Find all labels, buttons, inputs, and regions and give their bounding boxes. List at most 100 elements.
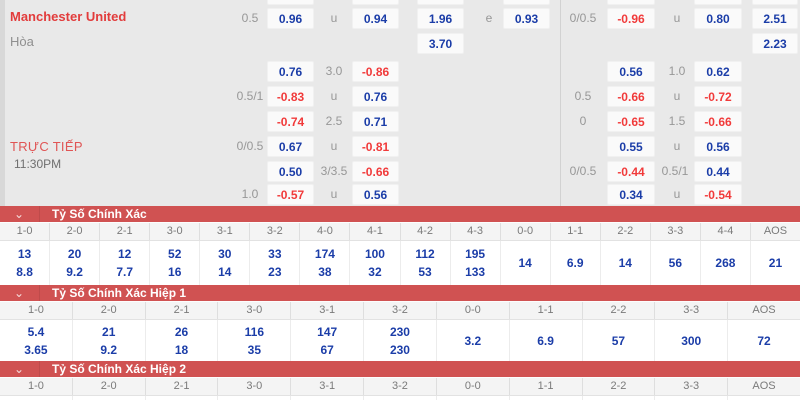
odds-price-button[interactable]: -0.66 [607,86,655,107]
score-odds-cell[interactable]: 57 [583,320,656,361]
score-odds-cell[interactable]: 30 14 [200,241,251,285]
odds-price-button[interactable]: 0.93 [503,8,550,29]
score-odds-cell[interactable]: 14 [501,241,551,285]
section-header-bar[interactable]: ⌄ Tỷ Số Chính Xác [0,206,800,223]
score-odds-cell[interactable]: 52 16 [150,241,201,285]
odds-line-label: 0.5/1 [661,164,689,178]
score-column-header: 0-0 [501,223,551,240]
odds-price-button[interactable] [417,0,464,5]
odds-price-button[interactable]: -0.83 [267,86,314,107]
score-odds-cell[interactable]: 6.9 [510,320,583,361]
odds-line-label: u [330,89,338,103]
chevron-down-icon[interactable]: ⌄ [14,362,25,376]
odds-price-button[interactable]: -0.54 [694,184,742,205]
odds-price-button[interactable]: 0.80 [694,8,742,29]
odds-price-button[interactable]: 2.23 [752,33,798,54]
score-values-row: 13 8.8 20 9.2 12 7.7 52 16 30 14 33 23 174 38 100 32 112… [0,241,800,285]
odds-line-label: 0/0.5 [569,164,597,178]
score-odds-cell[interactable]: 5.4 3.65 [0,320,73,361]
score-odds-cell[interactable]: 195 133 [451,241,501,285]
score-odds-cell[interactable]: 174 38 [300,241,351,285]
score-odds-cell [510,396,583,400]
score-column-header: 2-0 [73,302,146,319]
odds-price-button[interactable]: 0.56 [694,136,742,157]
score-odds-cell[interactable]: 21 [768,256,783,270]
section-header-bar[interactable]: ⌄ Tỷ Số Chính Xác Hiệp 2 [0,361,800,378]
score-odds-cell[interactable]: 147 67 [291,320,365,361]
score-odds-cell[interactable]: 72 [757,333,771,348]
score-column-header: 1-0 [0,378,73,395]
odds-price-button[interactable]: 0.34 [607,184,655,205]
score-column-header: AOS [752,304,776,316]
odds-line-label: 0/0.5 [569,11,597,25]
odds-line-label: u [673,139,681,153]
odds-line-label: u [673,11,681,25]
odds-price-button[interactable]: -0.66 [352,161,399,182]
score-odds-cell[interactable]: 116 35 [218,320,292,361]
odds-price-button[interactable]: 3.70 [417,33,464,54]
scrollbar[interactable] [0,0,5,206]
score-odds-cell[interactable]: 6.9 [551,241,601,285]
odds-price-button[interactable]: 0.56 [607,61,655,82]
odds-price-button[interactable]: 0.71 [352,111,399,132]
score-odds-cell[interactable]: 230 230 [364,320,437,361]
score-odds-cell[interactable]: 13 8.8 [0,241,51,285]
draw-label: Hòa [10,34,34,49]
score-odds-cell[interactable]: 100 32 [350,241,401,285]
score-column-header: 3-3 [651,223,701,240]
odds-price-button[interactable]: 0.96 [267,8,314,29]
odds-price-button[interactable]: 0.67 [267,136,314,157]
odds-price-button[interactable]: -0.44 [607,161,655,182]
odds-price-button[interactable] [267,0,314,5]
score-column-header: 3-0 [218,302,292,319]
odds-price-button[interactable]: 0.76 [267,61,314,82]
score-columns-row: 1-0 2-0 2-1 3-0 3-1 3-2 0-0 1-1 2-2 3-3 AOS [0,302,800,320]
odds-price-button[interactable] [352,0,399,5]
odds-price-button[interactable]: 0.50 [267,161,314,182]
odds-price-button[interactable]: 0.76 [352,86,399,107]
odds-price-button[interactable] [694,0,742,5]
score-odds-cell [0,396,73,400]
score-odds-cell[interactable]: 112 53 [401,241,451,285]
score-odds-cell[interactable]: 26 18 [146,320,219,361]
score-odds-cell[interactable]: 21 9.2 [73,320,146,361]
section-header-bar[interactable]: ⌄ Tỷ Số Chính Xác Hiệp 1 [0,285,800,302]
odds-line-label: u [673,187,681,201]
score-column-header: 4-4 [701,223,751,240]
odds-line-label: 0 [579,114,587,128]
odds-price-button[interactable]: -0.65 [607,111,655,132]
odds-price-button[interactable]: -0.81 [352,136,399,157]
odds-price-button[interactable] [752,0,798,5]
odds-price-button[interactable]: -0.57 [267,184,314,205]
odds-price-button[interactable]: 0.94 [352,8,399,29]
score-odds-cell[interactable]: 33 23 [250,241,301,285]
odds-price-button[interactable]: 1.96 [417,8,464,29]
score-odds-cell[interactable]: 3.2 [437,320,510,361]
score-odds-cell[interactable]: 300 [655,320,729,361]
score-odds-cell[interactable]: 268 [701,241,751,285]
score-column-header: AOS [752,380,776,392]
odds-price-button[interactable]: 0.55 [607,136,655,157]
odds-price-button[interactable]: 2.51 [752,8,798,29]
odds-price-button[interactable]: -0.74 [267,111,314,132]
score-odds-cell[interactable]: 20 9.2 [50,241,101,285]
odds-price-button[interactable] [503,0,550,5]
panel-divider [560,0,561,206]
score-column-header: 4-3 [451,223,501,240]
score-odds-cell[interactable]: 14 [601,241,651,285]
score-odds-cell [437,396,510,400]
score-odds-cell[interactable]: 56 [651,241,701,285]
odds-price-button[interactable]: -0.66 [694,111,742,132]
odds-line-label: 0.5 [241,11,259,25]
odds-price-button[interactable] [607,0,655,5]
odds-price-button[interactable]: 0.62 [694,61,742,82]
odds-price-button[interactable]: -0.72 [694,86,742,107]
score-odds-cell[interactable]: 12 7.7 [100,241,151,285]
odds-price-button[interactable]: 0.44 [694,161,742,182]
odds-price-button[interactable]: -0.96 [607,8,655,29]
odds-price-button[interactable]: -0.86 [352,61,399,82]
chevron-down-icon[interactable]: ⌄ [14,286,25,300]
chevron-down-icon[interactable]: ⌄ [14,207,25,221]
odds-price-button[interactable]: 0.56 [352,184,399,205]
